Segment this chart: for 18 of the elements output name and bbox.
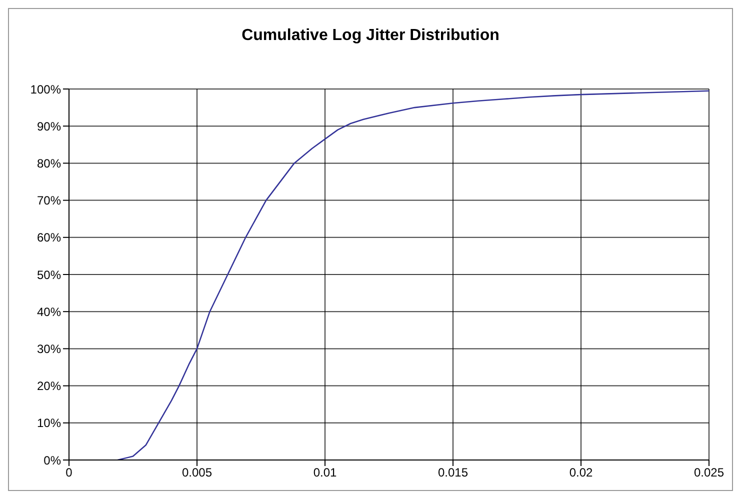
y-tick-label: 100% xyxy=(30,82,62,96)
y-tick-label: 60% xyxy=(36,230,62,245)
y-tick-label: 30% xyxy=(36,342,62,356)
chart-title: Cumulative Log Jitter Distribution xyxy=(240,26,500,46)
y-tick-label: 0% xyxy=(44,453,62,468)
x-tick-label: 0 xyxy=(66,466,73,480)
y-tick-label: 20% xyxy=(36,379,62,394)
y-tick-label: 40% xyxy=(36,304,62,319)
y-tick-label: 10% xyxy=(36,416,62,430)
y-tick-label: 80% xyxy=(36,156,62,170)
x-tick-label: 0.02 xyxy=(569,466,593,480)
x-tick-label: 0.015 xyxy=(438,466,468,480)
x-tick-label: 0.01 xyxy=(313,466,337,480)
y-tick-label: 90% xyxy=(36,119,62,134)
x-tick-label: 0.005 xyxy=(182,466,212,480)
y-tick-label: 50% xyxy=(36,268,62,282)
x-tick-label: 0.025 xyxy=(694,466,724,480)
y-tick-label: 70% xyxy=(36,194,62,208)
